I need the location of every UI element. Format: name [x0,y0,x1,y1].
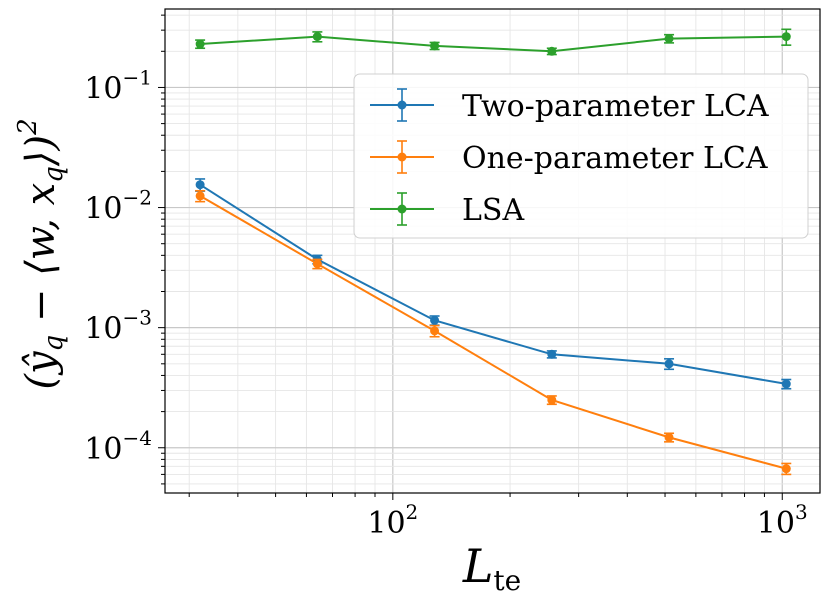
x-axis-label-base: L [462,539,494,593]
legend-entry: LSA [370,192,524,228]
series-layer [195,28,792,476]
data-point [547,395,557,405]
data-point [312,32,322,42]
data-point [781,32,791,42]
y-tick-label: 10−2 [84,186,152,227]
x-axis-label: Lte [462,539,521,597]
series-2 [195,189,792,476]
x-axis-label-sub: te [493,564,521,597]
data-point [664,359,674,369]
data-point [430,326,440,336]
series-3 [195,28,792,56]
data-point [430,41,440,51]
y-tick-label: 10−3 [84,306,152,347]
legend: Two-parameter LCA One-parameter LCA LSA [353,73,809,239]
y-axis-label: (ŷq − ⟨w, xq⟩)2 [13,118,69,389]
plot-frame [164,8,821,494]
data-point [781,379,791,389]
data-point [781,464,791,474]
data-point [547,349,557,359]
legend-entry: One-parameter LCA [370,140,768,176]
y-tick-label: 10−4 [84,426,152,467]
legend-box [353,73,809,239]
data-point [430,315,440,325]
series-1 [195,178,792,390]
legend-label: One-parameter LCA [462,141,768,176]
axes: 102 103 10−1 10−2 10−3 10−4 [84,8,821,541]
legend-marker [397,152,407,162]
data-point [195,180,205,190]
legend-label: LSA [462,193,524,228]
x-tick-label: 103 [757,500,808,541]
data-point [664,432,674,442]
data-point [195,191,205,201]
legend-marker [397,204,407,214]
series-line [200,35,787,53]
legend-label: Two-parameter LCA [462,89,769,124]
data-point [547,46,557,56]
series-line [199,195,787,470]
data-point [195,39,205,49]
x-tick-label: 102 [367,500,418,541]
legend-marker [397,100,407,110]
legend-entry: Two-parameter LCA [370,88,769,124]
data-point [312,259,322,269]
series-line [199,183,787,385]
data-point [664,34,674,44]
y-tick-label: 10−1 [84,65,152,106]
